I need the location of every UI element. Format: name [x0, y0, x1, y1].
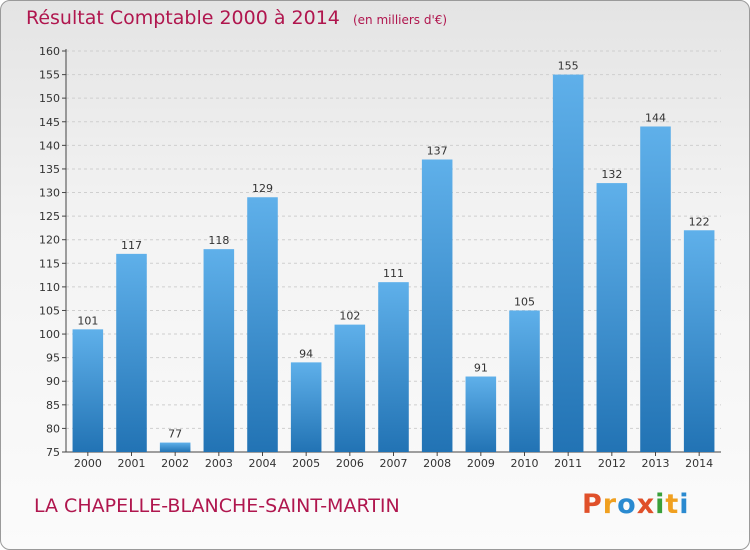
bar-2008: [421, 159, 453, 452]
x-tick-label: 2011: [554, 457, 582, 470]
y-tick-label: 150: [39, 92, 60, 105]
y-tick-label: 120: [39, 234, 60, 247]
data-label-2003: 118: [208, 234, 229, 247]
y-tick-label: 80: [46, 422, 60, 435]
logo-letter: t: [665, 489, 680, 520]
chart-title: Résultat Comptable 2000 à 2014 (en milli…: [26, 7, 447, 29]
y-tick-label: 115: [39, 257, 60, 270]
y-tick-label: 140: [39, 139, 60, 152]
logo-letter: i: [679, 489, 690, 520]
logo-letter: x: [636, 489, 656, 520]
data-labels: 101 117 77 118 129 94 102 111 137 91 105 155 132 144 1…: [77, 60, 709, 441]
y-tick-label: 90: [46, 375, 60, 388]
x-tick-label: 2001: [118, 457, 146, 470]
x-tick-label: 2000: [74, 457, 102, 470]
y-tick-label: 160: [39, 45, 60, 58]
data-label-2008: 137: [427, 145, 448, 158]
bar-2013: [640, 126, 671, 452]
data-label-2000: 101: [77, 314, 98, 327]
subtitle-text: (en milliers d'€): [352, 13, 448, 27]
x-tick-label: 2013: [642, 457, 670, 470]
x-tick-label: 2004: [249, 457, 277, 470]
y-tick-label: 105: [39, 304, 60, 317]
x-tick-label: 2014: [685, 457, 713, 470]
proxiti-logo: Proxiti: [582, 489, 690, 520]
commune-name: LA CHAPELLE-BLANCHE-SAINT-MARTIN: [34, 495, 400, 517]
bar-2011: [552, 74, 584, 453]
bar-2014: [683, 230, 715, 452]
y-tick-label: 125: [39, 210, 60, 223]
bar-2000: [72, 329, 104, 452]
bar-2012: [596, 183, 628, 452]
y-tick-label: 135: [39, 163, 60, 176]
bar-2009: [465, 376, 497, 452]
bar-2001: [116, 253, 147, 452]
x-tick-label: 2009: [467, 457, 495, 470]
bar-2004: [247, 197, 278, 452]
x-tick-label: 2008: [423, 457, 451, 470]
x-tick-label: 2012: [598, 457, 626, 470]
y-tick-label: 145: [39, 116, 60, 129]
data-label-2010: 105: [514, 295, 535, 308]
data-label-2002: 77: [168, 428, 182, 441]
data-label-2001: 117: [121, 239, 142, 252]
y-tick-label: 130: [39, 187, 60, 200]
y-tick-label: 75: [46, 446, 60, 459]
bar-2010: [509, 310, 540, 452]
logo-letter: o: [617, 489, 637, 520]
axes: 75 80 85 90 95 100 105 110 115 120 125 130 135 140 145…: [39, 45, 721, 470]
data-label-2011: 155: [558, 60, 579, 73]
grid-lines: [66, 50, 721, 453]
logo-letter: P: [582, 489, 603, 520]
y-tick-label: 100: [39, 328, 60, 341]
bar-2002: [159, 442, 191, 452]
y-tick-label: 95: [46, 352, 60, 365]
bars: [72, 74, 715, 453]
logo-letter: r: [602, 489, 618, 520]
data-label-2007: 111: [383, 267, 404, 280]
y-tick-label: 85: [46, 399, 60, 412]
x-tick-label: 2002: [161, 457, 189, 470]
x-tick-label: 2003: [205, 457, 233, 470]
bar-2006: [334, 324, 366, 452]
data-label-2014: 122: [689, 215, 710, 228]
x-tick-label: 2007: [380, 457, 408, 470]
x-tick-label: 2005: [292, 457, 320, 470]
bar-2003: [203, 249, 235, 452]
logo-letter: i: [655, 489, 666, 520]
data-label-2013: 144: [645, 111, 666, 124]
bar-2005: [290, 362, 322, 452]
data-label-2004: 129: [252, 182, 273, 195]
data-label-2009: 91: [474, 362, 488, 375]
title-text: Résultat Comptable 2000 à 2014: [26, 7, 340, 29]
y-tick-label: 155: [39, 69, 60, 82]
data-label-2006: 102: [339, 310, 360, 323]
x-tick-label: 2006: [336, 457, 364, 470]
data-label-2005: 94: [299, 347, 313, 360]
y-tick-label: 110: [39, 281, 60, 294]
bar-2007: [378, 282, 409, 452]
x-tick-label: 2010: [511, 457, 539, 470]
data-label-2012: 132: [601, 168, 622, 181]
